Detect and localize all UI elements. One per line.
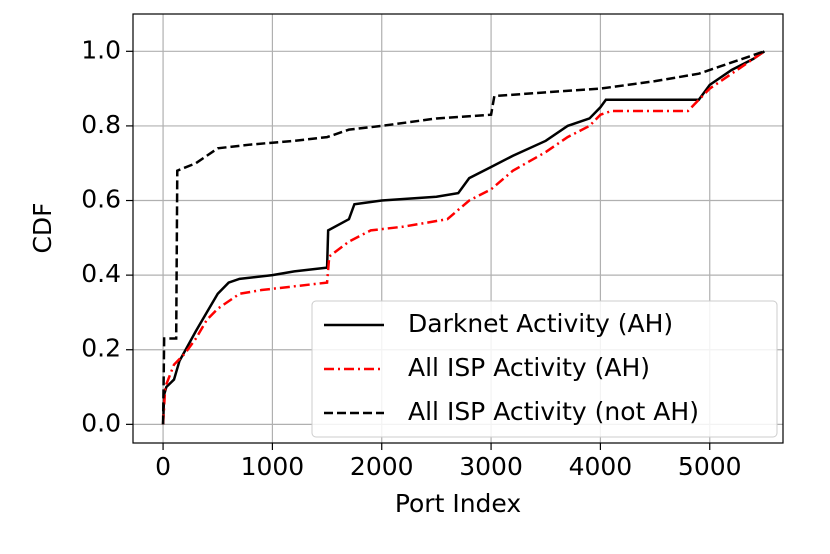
legend-label: Darknet Activity (AH) [408,309,673,338]
y-tick-label: 1.0 [81,35,121,64]
legend-label: All ISP Activity (AH) [408,353,650,382]
legend-box [311,300,778,438]
legend-label: All ISP Activity (not AH) [408,397,699,426]
y-tick-label: 0.0 [81,408,121,437]
x-tick-label: 2000 [350,452,414,481]
legend: Darknet Activity (AH) All ISP Activity (A… [311,300,778,438]
x-tick-label: 0 [155,452,171,481]
x-tick-label: 4000 [569,452,633,481]
data-line [161,50,766,425]
x-tick-label: 3000 [459,452,523,481]
y-tick-label: 0.4 [81,259,121,288]
data-line [161,50,766,425]
data-line [161,50,765,425]
x-tick-label: 1000 [241,452,305,481]
x-axis-label: Port Index [395,489,521,518]
plot-frame [132,13,784,444]
y-tick-label: 0.2 [81,334,121,363]
y-tick-label: 0.8 [81,110,121,139]
y-tick-label: 0.6 [81,185,121,214]
y-axis-label: CDF [28,202,57,253]
x-tick-label: 5000 [678,452,742,481]
